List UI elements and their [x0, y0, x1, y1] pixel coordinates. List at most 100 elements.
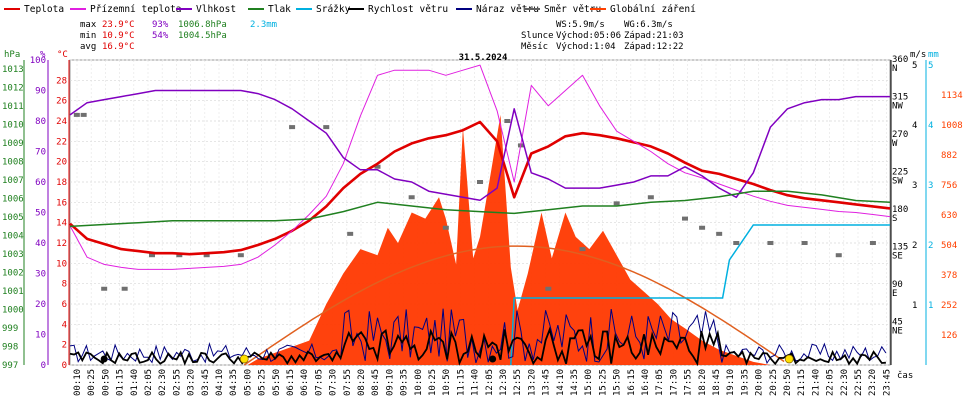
axis-humidity-tick: 100 — [30, 56, 46, 66]
axis-time-tick: 12:55 — [513, 369, 523, 396]
axis-hpa-tick: 1004 — [2, 232, 24, 242]
axis-direction-name: SE — [892, 252, 903, 262]
series-pressure-line — [69, 190, 891, 228]
axis-hpa-tick: 999 — [2, 324, 18, 334]
axis-humidity-tick: 40 — [35, 239, 46, 249]
wind-direction-point — [237, 253, 244, 258]
axis-direction-name: NE — [892, 327, 903, 337]
legend-label: Směr větru — [544, 4, 601, 15]
axis-time-tick: 01:15 — [116, 369, 126, 396]
axis-hpa-tick: 1013 — [2, 65, 24, 75]
wind-direction-point — [408, 195, 415, 200]
stat-min-label: min — [80, 31, 96, 41]
wind-direction-point — [835, 253, 842, 258]
stat-min-temp: 10.9°C — [102, 31, 135, 41]
axis-time-tick: 19:10 — [726, 369, 736, 396]
axis-time-tick: 10:25 — [428, 369, 438, 396]
axis-time-tick: 06:40 — [300, 369, 310, 396]
axis-hpa-tick: 1010 — [2, 121, 24, 131]
axis-temp-tick: 12 — [56, 239, 67, 249]
axis-time-tick: 08:20 — [357, 369, 367, 396]
axis-hpa-unit: hPa — [4, 50, 20, 60]
axis-time-tick: 12:05 — [485, 369, 495, 396]
axis-time-tick: 14:35 — [570, 369, 580, 396]
axis-ms-tick: 1 — [912, 301, 917, 311]
info-moon-label: Měsíc — [521, 42, 548, 52]
axis-time-tick: 23:45 — [882, 369, 892, 396]
series-lines — [69, 64, 891, 366]
axis-time-tick: 17:30 — [669, 369, 679, 396]
stat-max-label: max — [80, 20, 97, 30]
axis-hpa-tick: 1008 — [2, 158, 24, 168]
axis-mm-tick: 2 — [928, 241, 933, 251]
axis-humidity-tick: 50 — [35, 209, 46, 219]
legend-label: Přízemní teplota — [90, 4, 182, 15]
axis-time-tick: 00:50 — [101, 369, 111, 396]
axis-time-tick: 04:35 — [229, 369, 239, 396]
axis-ms-tick: 4 — [912, 121, 917, 131]
axis-humidity-tick: 30 — [35, 270, 46, 280]
axis-temp-tick: 8 — [62, 280, 67, 290]
axis-hpa-tick: 1003 — [2, 250, 24, 260]
axis-time-tick: 13:20 — [527, 369, 537, 396]
axis-hpa-tick: 1000 — [2, 306, 24, 316]
axis-mm-tick: 3 — [928, 181, 933, 191]
axis-temp-tick: 0 — [62, 361, 67, 371]
axis-temp-tick: 4 — [62, 320, 67, 330]
wind-direction-point — [504, 119, 511, 123]
stat-min-humidity: 54% — [152, 31, 169, 41]
wind-direction-point — [767, 241, 774, 245]
axis-humidity-tick: 10 — [35, 331, 46, 341]
info-wind-gust: WG:6.3m/s — [624, 20, 673, 30]
wind-direction-point — [716, 231, 723, 236]
axis-time-tick: 03:45 — [201, 369, 211, 396]
axis-humidity-tick: 70 — [35, 148, 46, 158]
axis-time-tick: 18:45 — [712, 369, 722, 396]
wind-direction-point — [203, 253, 210, 258]
axis-humidity-tick: 20 — [35, 300, 46, 310]
wind-direction-point — [733, 241, 740, 245]
axis-hpa-tick: 1009 — [2, 139, 24, 149]
legend-label: Tlak — [268, 4, 291, 15]
axis-temp-tick: 6 — [62, 300, 67, 310]
axis-time-tick: 15:25 — [598, 369, 608, 396]
axis-direction-tick: 45 — [892, 318, 903, 328]
wind-direction-point — [323, 125, 330, 130]
axis-temp-tick: 16 — [56, 198, 67, 208]
axis-humidity-unit: % — [40, 50, 46, 60]
stats-block: max 23.9°C 93% 1006.8hPa 2.3mm min 10.9°… — [80, 20, 277, 52]
series-ground-temperature-line — [69, 64, 891, 270]
axis-time-tick: 00:10 — [73, 369, 83, 396]
axis-time-tick: 02:05 — [144, 369, 154, 396]
axis-humidity-tick: 80 — [35, 117, 46, 127]
plot-area: 31.5.2024 — [69, 53, 891, 367]
axis-mm-tick: 4 — [928, 121, 933, 131]
axis-time-tick: 16:15 — [627, 369, 637, 396]
axis-time-tick: 02:55 — [172, 369, 182, 396]
axis-direction-name: S — [892, 214, 897, 224]
axis-hpa-tick: 997 — [2, 361, 18, 371]
axis-temp-tick: 26 — [56, 97, 67, 107]
axis-mm-unit: mm — [928, 50, 939, 60]
axis-direction-name: N — [892, 64, 897, 74]
axis-ms-unit: m/s — [910, 50, 926, 60]
series-wind-speed-line — [69, 326, 886, 367]
axis-ms-tick: 2 — [912, 241, 917, 251]
axis-temp-tick: 14 — [56, 219, 67, 229]
chart-legend: Teplota Přízemní teplota Vlhkost Tlak Srážky… — [4, 4, 696, 15]
wind-direction-point — [176, 253, 183, 258]
axis-temp-tick: 18 — [56, 178, 67, 188]
axis-time-tick: 07:30 — [329, 369, 339, 396]
wind-direction-point — [149, 253, 155, 258]
axis-time-tick: 11:15 — [456, 369, 466, 396]
axes: hPa% °C1013101210111010100910081007100610… — [2, 50, 963, 396]
axis-direction-tick: 180 — [892, 205, 908, 215]
axis-time-tick: 15:50 — [613, 369, 623, 396]
axis-time-tick: 18:20 — [698, 369, 708, 396]
wind-direction-point — [545, 286, 552, 291]
wind-direction-point — [613, 201, 620, 206]
wind-direction-point — [699, 225, 706, 230]
axis-hpa-tick: 1006 — [2, 195, 24, 205]
axis-temp-tick: 24 — [56, 117, 67, 127]
